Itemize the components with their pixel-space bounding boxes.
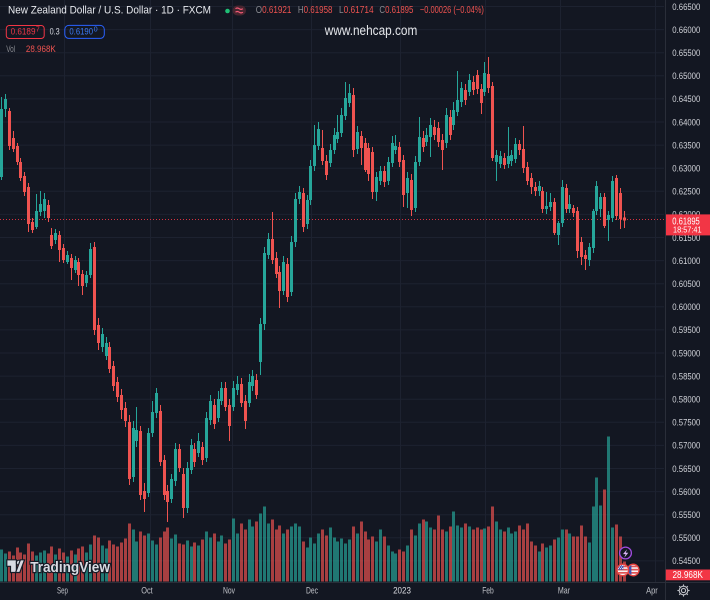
svg-text:28.968K: 28.968K <box>673 570 704 581</box>
svg-text:0.6189: 0.6189 <box>11 26 36 37</box>
svg-text:Vol: Vol <box>6 44 15 55</box>
svg-text:28.968K: 28.968K <box>26 44 56 55</box>
svg-text:0.64500: 0.64500 <box>672 94 700 105</box>
svg-text:0.59000: 0.59000 <box>672 348 700 359</box>
svg-text:0.65000: 0.65000 <box>672 71 700 82</box>
svg-text:0.62500: 0.62500 <box>672 187 700 198</box>
svg-text:Sep: Sep <box>57 586 68 597</box>
svg-text:H0.61958: H0.61958 <box>298 5 333 16</box>
svg-text:0.6190: 0.6190 <box>69 26 93 37</box>
svg-text:0: 0 <box>94 26 98 33</box>
svg-text:0.56000: 0.56000 <box>672 487 700 498</box>
svg-text:TradingView: TradingView <box>30 559 110 576</box>
svg-text:0.60500: 0.60500 <box>672 279 700 290</box>
svg-text:0.55500: 0.55500 <box>672 510 700 521</box>
svg-text:0.58000: 0.58000 <box>672 395 700 406</box>
svg-text:Oct: Oct <box>141 586 153 597</box>
svg-text:C0.61895: C0.61895 <box>379 5 413 16</box>
svg-text:0.56500: 0.56500 <box>672 464 700 475</box>
svg-text:18:57:41: 18:57:41 <box>673 225 702 235</box>
svg-text:O0.61921: O0.61921 <box>256 5 292 16</box>
svg-text:0.54500: 0.54500 <box>672 556 700 567</box>
svg-text:Nov: Nov <box>223 586 235 597</box>
svg-text:0.63500: 0.63500 <box>672 140 700 151</box>
svg-text:0.64000: 0.64000 <box>672 117 700 128</box>
svg-text:Mar: Mar <box>558 586 570 597</box>
svg-text:0.57000: 0.57000 <box>672 441 700 452</box>
svg-text:0.3: 0.3 <box>50 26 60 37</box>
svg-text:0.61000: 0.61000 <box>672 256 700 267</box>
svg-text:0.66000: 0.66000 <box>672 25 700 36</box>
svg-text:www.nehcap.com: www.nehcap.com <box>324 23 417 38</box>
svg-text:0.65500: 0.65500 <box>672 48 700 59</box>
svg-text:New Zealand Dollar / U.S. Doll: New Zealand Dollar / U.S. Dollar · 1D · … <box>8 5 211 17</box>
svg-text:0.61895: 0.61895 <box>672 216 700 227</box>
svg-text:0.57500: 0.57500 <box>672 418 700 429</box>
svg-text:0.58500: 0.58500 <box>672 371 700 382</box>
svg-text:0.55000: 0.55000 <box>672 533 700 544</box>
svg-text:7: 7 <box>36 26 40 33</box>
svg-text:Dec: Dec <box>306 586 318 597</box>
svg-text:0.61500: 0.61500 <box>672 233 700 244</box>
svg-text:0.63000: 0.63000 <box>672 164 700 175</box>
svg-text:−0.00026 (−0.04%): −0.00026 (−0.04%) <box>420 5 484 16</box>
svg-text:0.59500: 0.59500 <box>672 325 700 336</box>
svg-text:Apr: Apr <box>646 586 658 597</box>
svg-text:0.66500: 0.66500 <box>672 2 700 13</box>
svg-text:2023: 2023 <box>393 586 411 597</box>
svg-text:Feb: Feb <box>482 586 494 597</box>
svg-text:L0.61714: L0.61714 <box>339 5 374 16</box>
svg-text:0.60000: 0.60000 <box>672 302 700 313</box>
